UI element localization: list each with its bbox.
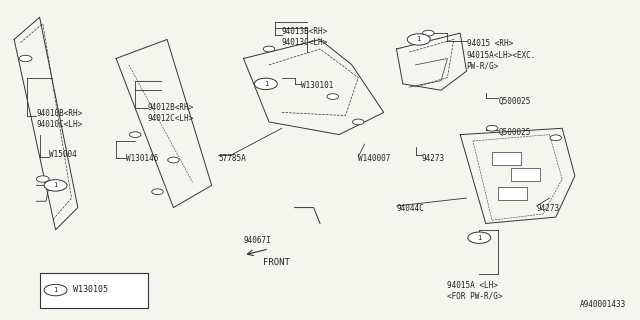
Circle shape — [44, 284, 67, 296]
Text: 1: 1 — [417, 36, 421, 43]
Text: 94015A <LH>
<FOR PW-R/G>: 94015A <LH> <FOR PW-R/G> — [447, 281, 503, 301]
Bar — [511, 168, 540, 180]
Text: 1: 1 — [477, 235, 481, 241]
Text: 94013B<RH>
94013C<LH>: 94013B<RH> 94013C<LH> — [282, 27, 328, 47]
Text: 1: 1 — [53, 287, 58, 293]
Text: 94044C: 94044C — [396, 204, 424, 213]
Circle shape — [468, 232, 491, 244]
Circle shape — [168, 157, 179, 163]
Text: 94010B<RH>
94010C<LH>: 94010B<RH> 94010C<LH> — [36, 109, 83, 129]
Circle shape — [422, 30, 434, 36]
Text: W130101: W130101 — [301, 81, 333, 90]
Circle shape — [486, 125, 498, 131]
Text: FRONT: FRONT — [262, 258, 289, 267]
Circle shape — [152, 189, 163, 195]
Circle shape — [550, 135, 561, 141]
Text: W130105: W130105 — [73, 284, 108, 294]
Circle shape — [353, 119, 364, 125]
Text: 94273: 94273 — [537, 204, 560, 213]
Circle shape — [263, 46, 275, 52]
Bar — [499, 187, 527, 200]
Text: W15004: W15004 — [49, 150, 77, 159]
Text: Q500025: Q500025 — [499, 128, 531, 137]
Text: A940001433: A940001433 — [580, 300, 626, 309]
Text: W140007: W140007 — [358, 154, 390, 163]
Circle shape — [327, 94, 339, 100]
Text: 94012B<RH>
94012C<LH>: 94012B<RH> 94012C<LH> — [148, 103, 194, 123]
Circle shape — [254, 78, 277, 90]
Circle shape — [44, 180, 67, 191]
Text: 1: 1 — [53, 182, 58, 188]
Circle shape — [129, 132, 141, 138]
Text: Q500025: Q500025 — [499, 97, 531, 106]
Circle shape — [19, 55, 32, 62]
Text: 94067I: 94067I — [244, 236, 271, 245]
Circle shape — [36, 176, 49, 182]
Text: 94015 <RH>
94015A<LH><EXC.
PW-R/G>: 94015 <RH> 94015A<LH><EXC. PW-R/G> — [467, 39, 536, 71]
Text: 57785A: 57785A — [218, 154, 246, 163]
Text: 94273: 94273 — [422, 154, 445, 163]
FancyBboxPatch shape — [40, 273, 148, 308]
Circle shape — [407, 34, 430, 45]
Text: W130146: W130146 — [125, 154, 158, 163]
Text: 1: 1 — [264, 81, 268, 87]
Bar — [492, 152, 521, 165]
